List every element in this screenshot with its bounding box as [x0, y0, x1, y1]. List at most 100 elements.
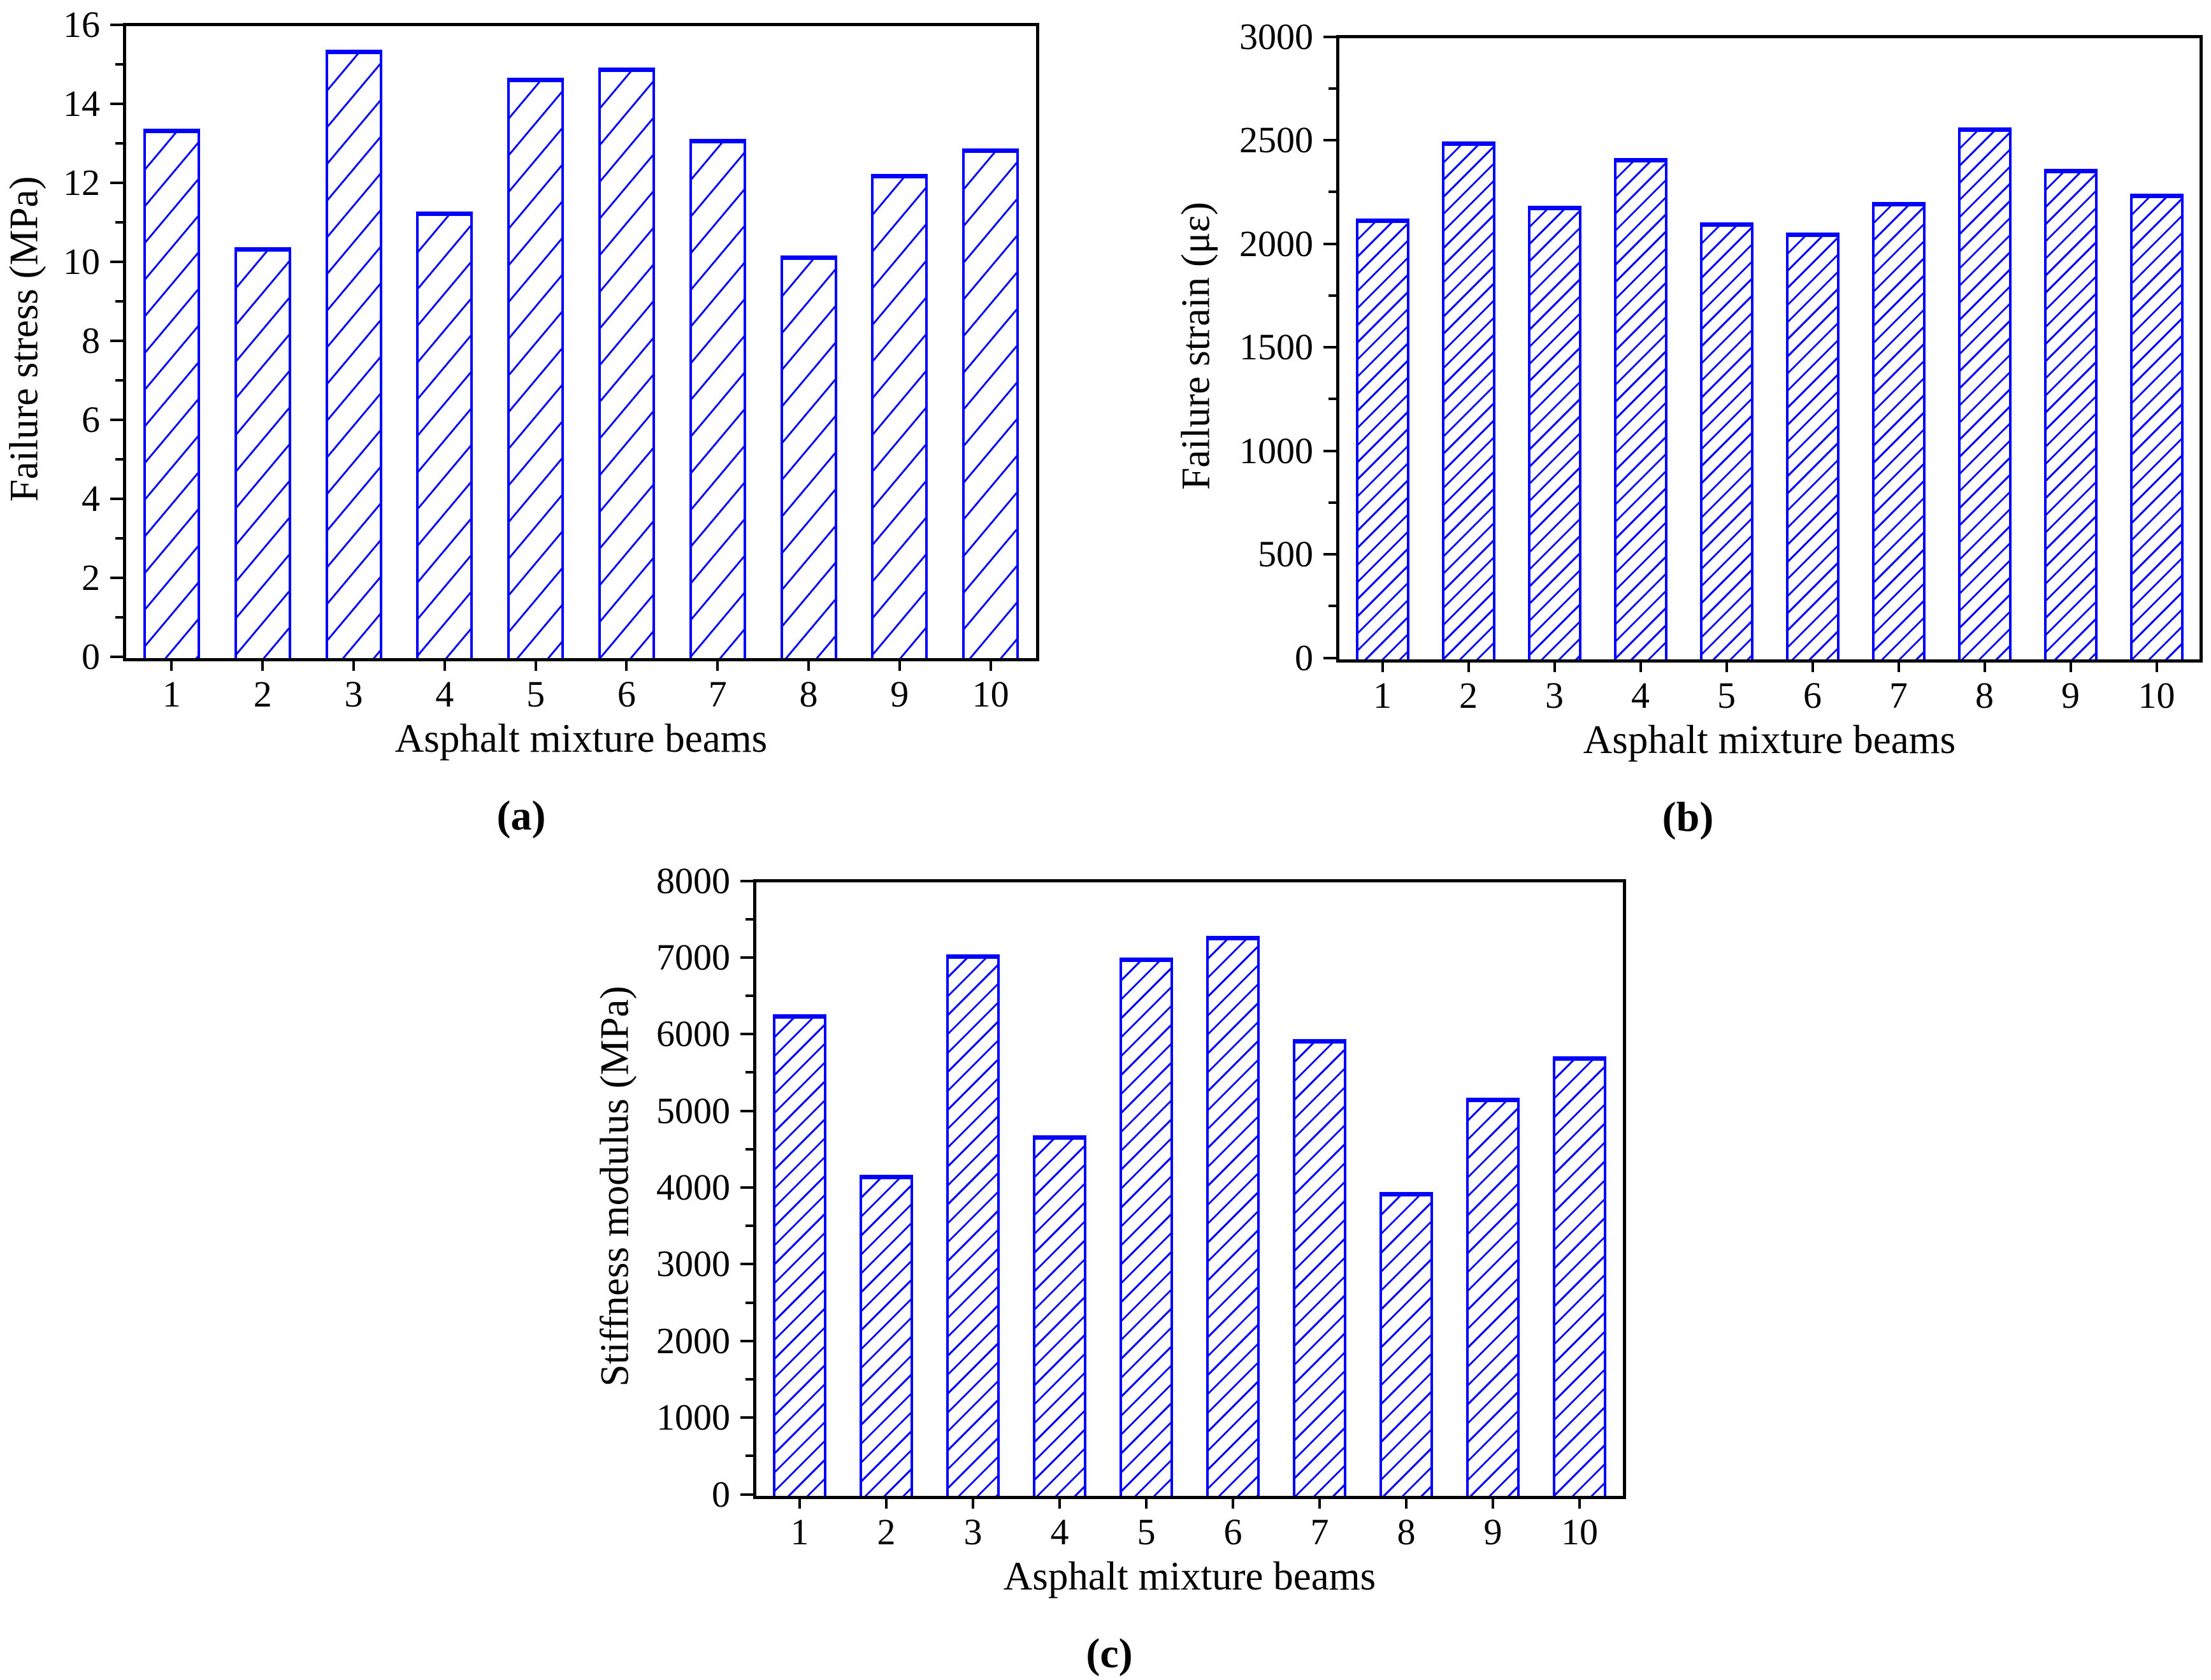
y-tick-label: 1000: [656, 1396, 730, 1439]
x-tick-label: 6: [617, 673, 636, 715]
y-minor-tick: [745, 1301, 753, 1304]
bar-a-10: [962, 148, 1019, 658]
y-tick-label: 0: [712, 1473, 730, 1515]
x-tick: [1639, 659, 1642, 672]
x-axis-label-a: Asphalt mixture beams: [394, 716, 768, 761]
y-tick-label: 2: [82, 556, 100, 598]
caption-c: (c): [1086, 1630, 1133, 1677]
y-minor-tick: [1329, 294, 1336, 297]
y-major-tick: [740, 1339, 753, 1342]
x-tick-label: 10: [972, 673, 1009, 715]
y-minor-tick: [1329, 605, 1336, 608]
y-major-tick: [110, 497, 123, 500]
bar-c-3: [946, 954, 1000, 1496]
y-major-tick: [1323, 35, 1336, 38]
plot-area-a: [123, 23, 1039, 661]
y-major-tick: [740, 956, 753, 959]
x-tick-label: 9: [890, 673, 909, 715]
bar-a-4: [416, 212, 473, 658]
y-major-tick: [110, 339, 123, 342]
x-tick: [1318, 1496, 1321, 1509]
x-tick: [1232, 1496, 1234, 1509]
x-tick: [1467, 659, 1470, 672]
x-tick-label: 3: [344, 673, 363, 715]
bar-b-6: [1786, 233, 1840, 659]
bar-a-9: [871, 174, 928, 658]
y-major-tick: [740, 1416, 753, 1419]
x-tick: [1381, 659, 1384, 672]
x-tick-label: 7: [1889, 675, 1908, 716]
bar-c-8: [1379, 1192, 1433, 1496]
y-minor-tick: [115, 457, 123, 461]
bar-c-5: [1120, 958, 1173, 1496]
y-tick-label: 3000: [1239, 15, 1313, 57]
y-tick-label: 5000: [656, 1089, 730, 1131]
x-tick: [2069, 659, 2072, 672]
x-tick-label: 5: [1717, 675, 1736, 716]
bar-a-3: [326, 50, 382, 658]
y-minor-tick: [115, 615, 123, 619]
x-tick: [261, 658, 264, 671]
x-tick: [1492, 1496, 1494, 1509]
y-minor-tick: [115, 220, 123, 224]
y-major-tick: [1323, 242, 1336, 245]
bar-b-7: [1872, 202, 1926, 659]
bar-b-3: [1528, 206, 1581, 659]
bar-c-4: [1033, 1135, 1086, 1496]
x-tick-label: 6: [1803, 675, 1822, 716]
bar-c-7: [1293, 1039, 1346, 1496]
y-axis-label-c: Stiffness modulus (MPa): [592, 986, 637, 1386]
x-tick: [625, 658, 628, 671]
bar-a-8: [781, 255, 837, 658]
y-major-tick: [110, 181, 123, 184]
bar-b-5: [1700, 222, 1754, 659]
x-tick: [1897, 659, 1900, 672]
x-tick-label: 1: [790, 1511, 809, 1553]
y-minor-tick: [745, 994, 753, 998]
y-tick-label: 12: [63, 161, 100, 203]
x-tick: [352, 658, 355, 671]
y-minor-tick: [115, 141, 123, 145]
bar-c-10: [1553, 1056, 1606, 1496]
x-tick-label: 10: [1561, 1511, 1598, 1553]
x-tick: [443, 658, 446, 671]
x-tick: [716, 658, 719, 671]
x-tick-label: 2: [877, 1511, 896, 1553]
y-major-tick: [740, 1186, 753, 1189]
y-minor-tick: [745, 1377, 753, 1381]
x-tick-label: 4: [1631, 675, 1650, 716]
y-tick-label: 16: [63, 3, 100, 45]
x-tick: [1578, 1496, 1581, 1509]
caption-a: (a): [496, 793, 546, 839]
y-major-tick: [1323, 656, 1336, 659]
bar-a-2: [234, 247, 291, 658]
x-tick-label: 4: [1050, 1511, 1069, 1553]
y-major-tick: [110, 260, 123, 263]
y-axis-label-a: Failure stress (MPa): [1, 176, 47, 502]
y-tick-label: 2500: [1239, 119, 1313, 161]
x-tick-label: 3: [1545, 675, 1564, 716]
y-minor-tick: [1329, 398, 1336, 401]
y-minor-tick: [115, 536, 123, 540]
y-major-tick: [740, 1263, 753, 1266]
x-tick: [2155, 659, 2158, 672]
bar-a-6: [598, 68, 655, 658]
y-minor-tick: [115, 378, 123, 382]
y-major-tick: [740, 1493, 753, 1496]
y-tick-label: 2000: [656, 1319, 730, 1361]
y-tick-label: 0: [1295, 636, 1313, 678]
y-minor-tick: [745, 1454, 753, 1458]
x-tick-label: 1: [1373, 675, 1392, 716]
caption-b: (b): [1662, 794, 1714, 840]
y-tick-label: 0: [82, 635, 100, 677]
y-tick-label: 6: [82, 398, 100, 440]
y-major-tick: [110, 418, 123, 421]
bar-a-1: [143, 129, 200, 658]
y-major-tick: [740, 1033, 753, 1036]
bar-b-8: [1958, 127, 2012, 659]
y-major-tick: [1323, 449, 1336, 452]
y-minor-tick: [745, 1071, 753, 1074]
